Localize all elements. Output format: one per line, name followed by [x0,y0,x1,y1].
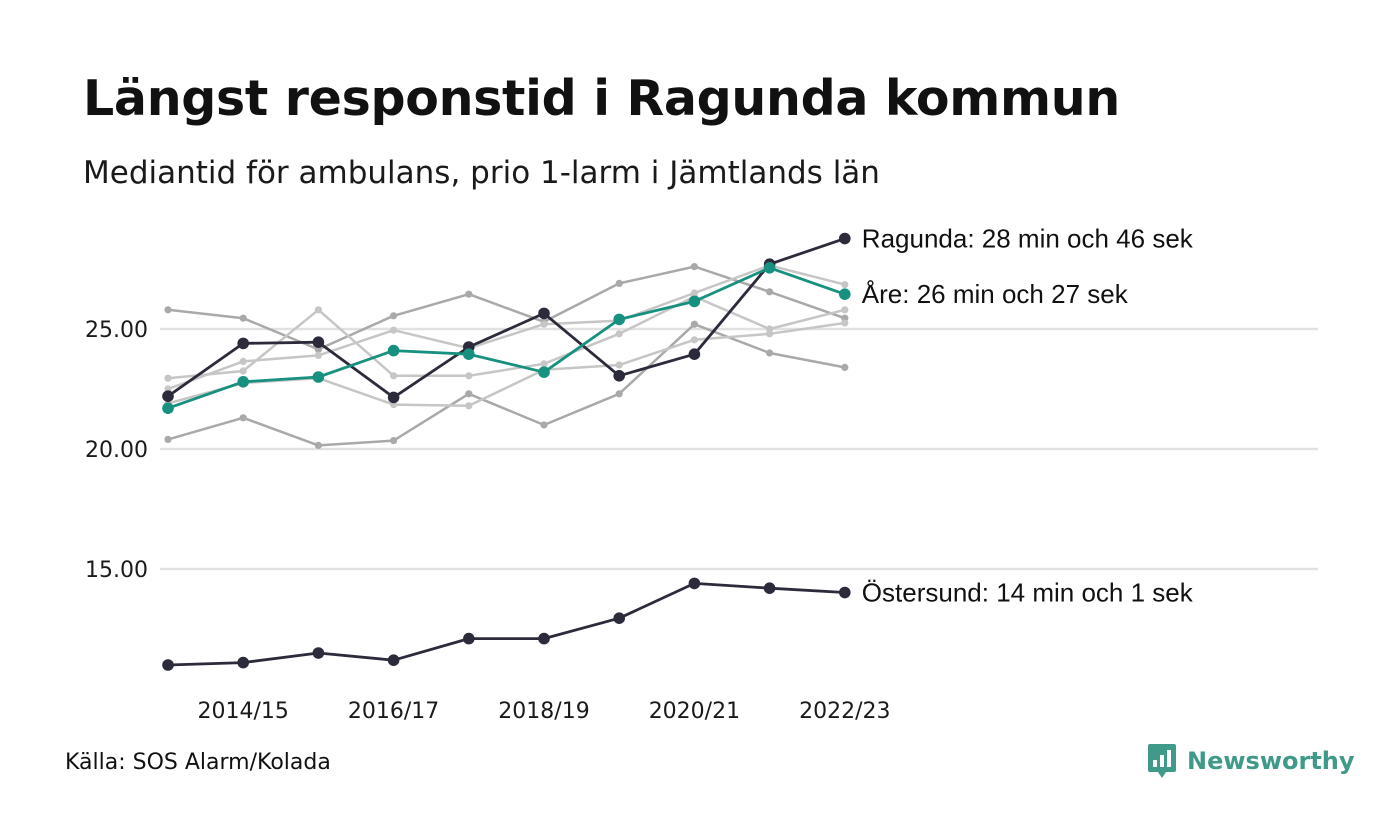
background-series-1-point [766,288,774,296]
series-label-layer: Ragunda: 28 min och 46 sek Åre: 26 min oc… [862,224,1194,608]
background-series-3-line [167,295,846,380]
background-series-2-point [540,421,548,429]
background-series-4-point [540,320,548,328]
series-åre-point [237,376,249,388]
series-ragunda-line [167,237,846,399]
x-tick-label: 2014/15 [197,699,288,724]
x-tick-label: 2016/17 [348,699,439,724]
series-label-åre: Åre: 26 min och 27 sek [862,279,1129,309]
series-ragunda-point [162,390,174,403]
y-tick-label: 15.00 [85,558,148,583]
series-label-ragunda: Ragunda: 28 min och 46 sek [862,224,1194,254]
series-åre-point [463,348,475,361]
series-åre-point [839,288,851,301]
series-östersund-point [763,582,776,594]
series-östersund-point [538,632,550,645]
background-series-3-point [615,330,623,338]
background-series-3-point [314,306,322,314]
background-series-4-point [239,357,247,365]
background-series-layer [164,261,849,449]
background-series-1-point [239,314,247,322]
series-ragunda-point [688,348,701,361]
highlighted-series-layer [162,232,851,671]
newsworthy-logo-icon [1148,744,1176,778]
background-series-2-point [239,414,247,422]
background-series-1-point [615,279,623,287]
series-östersund-point [613,612,625,624]
series-östersund-point [162,659,174,671]
series-ragunda-point [237,337,249,350]
background-series-2-point [766,349,774,357]
x-tick-label: 2018/19 [498,699,589,724]
series-åre-line [167,266,846,410]
background-series-1-point [390,312,398,320]
x-tick-label: 2022/23 [799,699,890,724]
series-ragunda-point [613,370,625,382]
y-tick-label: 25.00 [85,318,148,343]
background-series-3-point [465,372,473,380]
background-series-5-point [766,330,774,338]
series-label-östersund: Östersund: 14 min och 1 sek [862,578,1194,608]
series-åre-point [688,295,701,308]
background-series-1-point [465,290,473,298]
series-åre-point [162,402,174,415]
background-series-5-point [465,402,473,410]
chart-subtitle: Mediantid för ambulans, prio 1-larm i Jä… [83,155,880,191]
y-tick-label: 20.00 [85,438,148,463]
background-series-4-point [314,351,322,359]
x-tick-label: 2020/21 [649,699,740,724]
background-series-5-point [690,336,699,344]
series-östersund-point [237,656,249,669]
series-östersund-point [312,647,325,659]
series-åre-point [613,313,625,326]
background-series-2-line [167,322,846,447]
background-series-4-point [690,289,699,297]
background-series-4-point [841,281,849,289]
background-series-2-point [390,437,398,445]
background-series-4-line [167,264,846,391]
series-östersund-line [167,582,845,667]
series-ragunda-point [387,391,400,404]
series-östersund-point [839,586,851,599]
newsworthy-logo: Newsworthy [1147,743,1355,779]
background-series-2-point [615,390,623,398]
series-östersund-point [463,632,475,645]
series-ragunda-point [839,232,851,245]
series-östersund-point [688,577,701,590]
series-åre-point [387,344,400,357]
series-ragunda-point [312,336,325,349]
background-series-3-point [164,374,172,382]
background-series-1-point [164,306,172,314]
series-åre-point [312,371,325,383]
background-series-2-point [841,363,849,371]
chart-title: Längst responstid i Ragunda kommun [83,70,1120,127]
background-series-3-point [540,360,548,368]
background-series-1-point [690,263,699,271]
series-åre-point [538,366,550,379]
background-series-5-point [841,319,849,327]
background-series-2-point [690,320,699,328]
grid-layer [160,327,1318,571]
background-series-5-point [615,361,623,369]
background-series-4-point [390,326,398,334]
series-östersund-point [387,654,400,666]
source-note: Källa: SOS Alarm/Kolada [65,750,331,775]
background-series-3-point [841,306,849,314]
background-series-3-point [390,372,398,380]
series-åre-point [763,262,776,274]
series-ragunda-point [538,307,550,320]
background-series-2-point [314,441,322,449]
background-series-3-point [239,367,247,375]
background-series-2-point [164,435,172,443]
background-series-2-point [465,390,473,398]
axis-label-layer: 15.00 20.00 25.00 2014/15 2016/17 2018/19 2020… [85,318,890,724]
newsworthy-logo-text: Newsworthy [1187,747,1355,775]
